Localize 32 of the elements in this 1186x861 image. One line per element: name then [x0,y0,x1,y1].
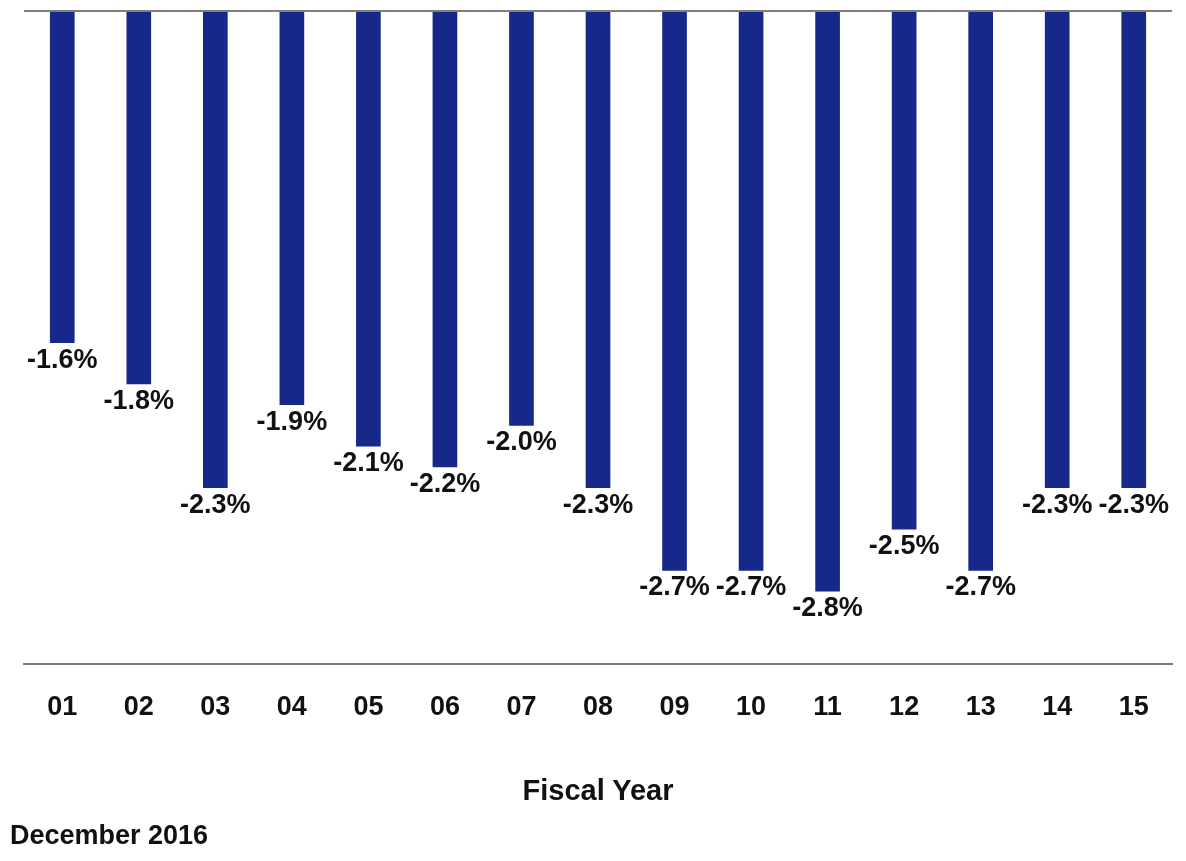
data-label: -2.5% [868,530,940,561]
data-label: -2.7% [715,571,787,602]
x-tick-label: 02 [123,691,154,722]
text: December 2016 [10,820,209,851]
data-label: -2.3% [180,488,251,519]
x-tick-label: 08 [582,691,614,722]
x-tick-label: 13 [965,691,996,722]
x-tick-label: 11 [813,691,842,722]
x-tick-label: 04 [276,691,307,722]
data-label: -2.3% [1098,488,1170,519]
x-tick-label: 10 [736,691,767,722]
x-tick-label: 05 [353,691,384,722]
x-tick-label: 15 [1118,691,1149,722]
data-label: -2.0% [486,426,557,457]
data-label: -2.3% [1021,488,1093,519]
x-tick-label: 06 [429,691,460,722]
data-label: -1.6% [26,343,98,374]
data-label: -2.7% [639,571,710,602]
x-tick-label: 12 [889,691,920,722]
data-label: -1.8% [103,384,175,415]
data-label: -2.3% [562,488,634,519]
data-label: -2.1% [333,447,404,478]
data-label: -2.7% [945,571,1016,602]
x-tick-label: 09 [659,691,690,722]
data-label: -2.2% [409,467,481,498]
data-label: -2.8% [792,592,863,623]
x-tick-label: 07 [506,691,537,722]
x-tick-label: 03 [200,691,231,722]
data-label: -1.9% [256,405,328,436]
x-axis-title: Fiscal Year [522,773,674,806]
x-tick-label: 01 [47,691,78,722]
x-tick-label: 14 [1042,691,1073,722]
